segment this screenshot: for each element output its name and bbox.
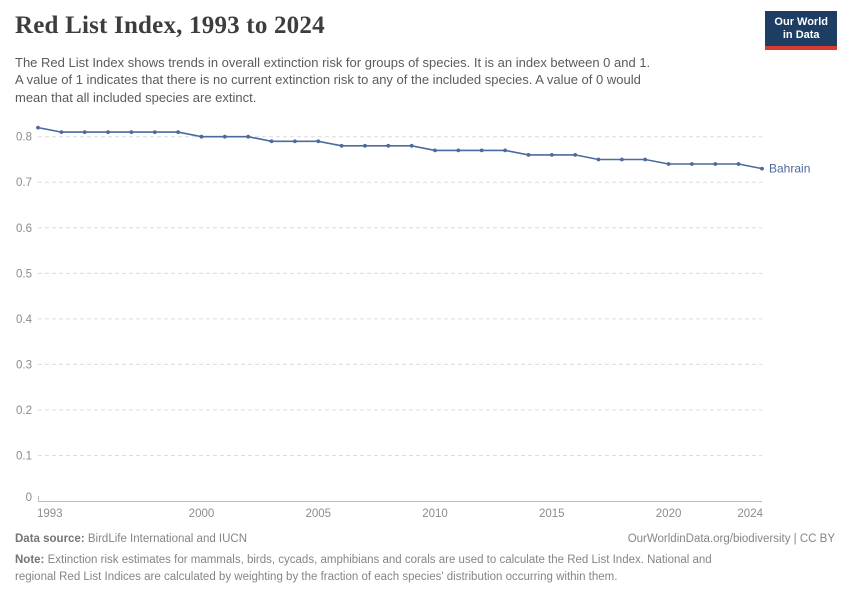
series-label-bahrain: Bahrain bbox=[769, 162, 810, 176]
svg-text:0.7: 0.7 bbox=[16, 177, 32, 189]
svg-text:2000: 2000 bbox=[189, 508, 215, 520]
page-title: Red List Index, 1993 to 2024 bbox=[15, 12, 325, 39]
data-source-label: Data source: bbox=[15, 533, 85, 545]
chart-note: Note: Extinction risk estimates for mamm… bbox=[15, 552, 847, 586]
chart-note-text: Extinction risk estimates for mammals, b… bbox=[15, 554, 712, 583]
owid-logo[interactable]: Our World in Data bbox=[765, 11, 837, 50]
owid-logo-line2: in Data bbox=[782, 29, 820, 41]
data-source: Data source: BirdLife International and … bbox=[15, 533, 247, 545]
data-source-text: BirdLife International and IUCN bbox=[84, 533, 248, 545]
owid-logo-line1: Our World bbox=[774, 16, 828, 28]
license-link[interactable]: OurWorldinData.org/biodiversity | CC BY bbox=[627, 533, 835, 545]
svg-text:0.8: 0.8 bbox=[16, 132, 32, 144]
footer-source-row: Data source: BirdLife International and … bbox=[15, 533, 835, 545]
svg-text:0.5: 0.5 bbox=[16, 268, 32, 280]
chart-note-label: Note: bbox=[15, 554, 45, 566]
svg-text:0: 0 bbox=[26, 492, 32, 504]
svg-text:2015: 2015 bbox=[539, 508, 565, 520]
svg-text:0.3: 0.3 bbox=[16, 359, 32, 371]
svg-text:2020: 2020 bbox=[656, 508, 682, 520]
svg-text:2024: 2024 bbox=[737, 508, 763, 520]
svg-text:0.6: 0.6 bbox=[16, 223, 32, 235]
svg-text:2010: 2010 bbox=[422, 508, 448, 520]
svg-text:0.2: 0.2 bbox=[16, 405, 32, 417]
chart-subtitle: The Red List Index shows trends in overa… bbox=[15, 55, 651, 105]
svg-text:0.1: 0.1 bbox=[16, 450, 32, 462]
svg-text:2005: 2005 bbox=[305, 508, 331, 520]
svg-text:0.4: 0.4 bbox=[16, 314, 33, 326]
svg-text:1993: 1993 bbox=[37, 508, 63, 520]
